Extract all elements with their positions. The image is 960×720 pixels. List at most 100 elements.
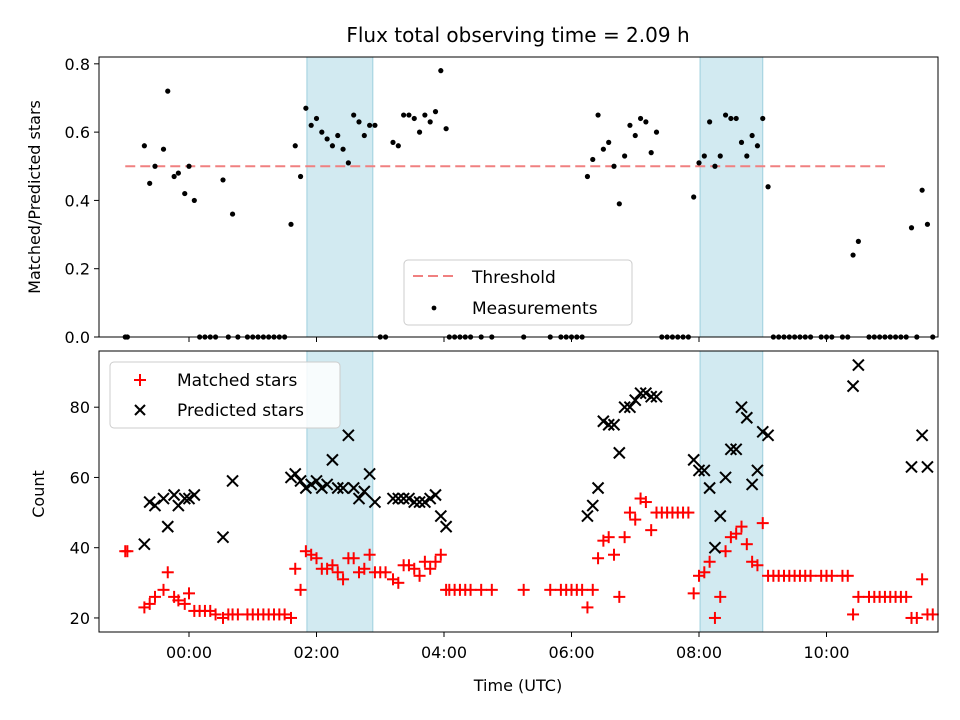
predicted-star-point (644, 390, 658, 403)
legend-predicted-label: Predicted stars (177, 401, 304, 421)
x-axis-label: Time (UTC) (473, 676, 562, 695)
measurement-point (313, 115, 320, 122)
measurement-point (707, 119, 713, 125)
matched-star-point (804, 569, 817, 582)
measurement-point (220, 177, 226, 183)
measurement-point (637, 115, 644, 122)
predicted-star-point (358, 485, 371, 498)
measurement-point (345, 160, 351, 166)
measurement-point (390, 139, 396, 145)
measurement-point (627, 122, 633, 128)
matched-star-point (730, 527, 743, 540)
predicted-star-point (687, 453, 700, 467)
predicted-star-point (363, 467, 376, 481)
predicted-star-point (294, 474, 307, 488)
matched-star-point (289, 562, 302, 575)
predicted-star-point (735, 400, 748, 414)
measurement-point (165, 88, 171, 94)
predicted-star-point (347, 481, 360, 495)
predicted-star-point (698, 464, 711, 477)
measurement-point (182, 190, 188, 197)
ratio-panel: Flux total observing time = 2.09 h 0.00.… (25, 23, 939, 347)
matched-star-point (682, 506, 695, 519)
matched-star-point (639, 496, 652, 509)
predicted-star-point (591, 481, 605, 495)
measurement-point (712, 163, 718, 169)
predicted-star-point (692, 464, 706, 477)
measurement-point (324, 136, 330, 142)
predicted-star-point (299, 481, 313, 495)
measurement-point (395, 143, 401, 149)
measurement-point (329, 143, 336, 149)
predicted-star-point (602, 418, 615, 431)
matched-star-point (310, 552, 323, 565)
predicted-star-point (413, 495, 426, 509)
matched-star-point (618, 531, 631, 544)
measurement-point (288, 221, 294, 227)
matched-star-point (379, 566, 392, 579)
predicted-star-point (157, 492, 170, 505)
measurement-point (738, 139, 745, 145)
matched-star-point (485, 583, 498, 596)
measurement-point (744, 153, 750, 159)
predicted-star-point (226, 474, 239, 488)
predicted-star-point (634, 386, 647, 400)
predicted-star-point (761, 429, 775, 442)
measurement-point (356, 119, 362, 125)
matched-star-point (629, 513, 642, 526)
measurement-point (229, 211, 236, 217)
bottom-y-axis-ticks: 20 40 60 80 (70, 398, 99, 628)
matched-star-point (418, 555, 431, 568)
predicted-star-point (392, 492, 405, 505)
x-tick-label: 06:00 (548, 643, 594, 662)
measurement-point (595, 112, 601, 118)
matched-star-point (331, 566, 344, 579)
predicted-star-point (331, 481, 344, 495)
measurement-point (919, 187, 925, 193)
observing-windows-top (306, 56, 764, 338)
matched-star-point (586, 583, 599, 596)
y-tick-label: 0.2 (65, 260, 90, 279)
measurement-point (411, 115, 417, 122)
y-tick-label: 0.8 (65, 55, 90, 74)
measurement-point (372, 122, 378, 128)
matched-star-point (475, 583, 488, 596)
matched-star-point (358, 562, 371, 575)
measurement-point (701, 153, 707, 159)
x-tick-label: 00:00 (166, 643, 212, 662)
y-tick-label: 0.4 (65, 191, 90, 210)
observing-window (699, 350, 764, 633)
matched-star-point (900, 590, 913, 603)
legend-matched-label: Matched stars (177, 371, 297, 391)
bottom-legend: Matched stars Predicted stars (109, 361, 341, 429)
matched-star-point (703, 555, 716, 568)
predicted-star-point (613, 446, 626, 460)
measurement-point (141, 143, 147, 149)
predicted-star-point (289, 467, 302, 481)
y-tick-label: 0.6 (65, 123, 90, 142)
predicted-star-point (352, 492, 366, 505)
predicted-star-point (310, 474, 323, 488)
predicted-star-point (167, 488, 181, 502)
predicted-star-point (439, 520, 453, 533)
matched-star-point (209, 608, 222, 621)
matched-star-point (592, 552, 605, 565)
predicted-star-point (188, 488, 201, 502)
predicted-star-point (342, 429, 355, 442)
y-tick-label: 0.0 (65, 328, 90, 347)
matched-stars-points (119, 492, 939, 624)
predicted-star-point (714, 509, 727, 523)
predicted-star-point (623, 400, 637, 414)
measurement-point (175, 170, 181, 176)
predicted-star-point (429, 488, 442, 502)
predicted-star-point (216, 530, 230, 544)
measurement-point (406, 112, 412, 118)
measurement-point (632, 132, 638, 139)
predicted-star-point (408, 495, 421, 509)
predicted-star-point (434, 509, 448, 523)
measurement-point (648, 150, 654, 156)
predicted-star-point (397, 492, 410, 505)
measurement-point (422, 112, 428, 118)
predicted-star-point (915, 429, 929, 442)
